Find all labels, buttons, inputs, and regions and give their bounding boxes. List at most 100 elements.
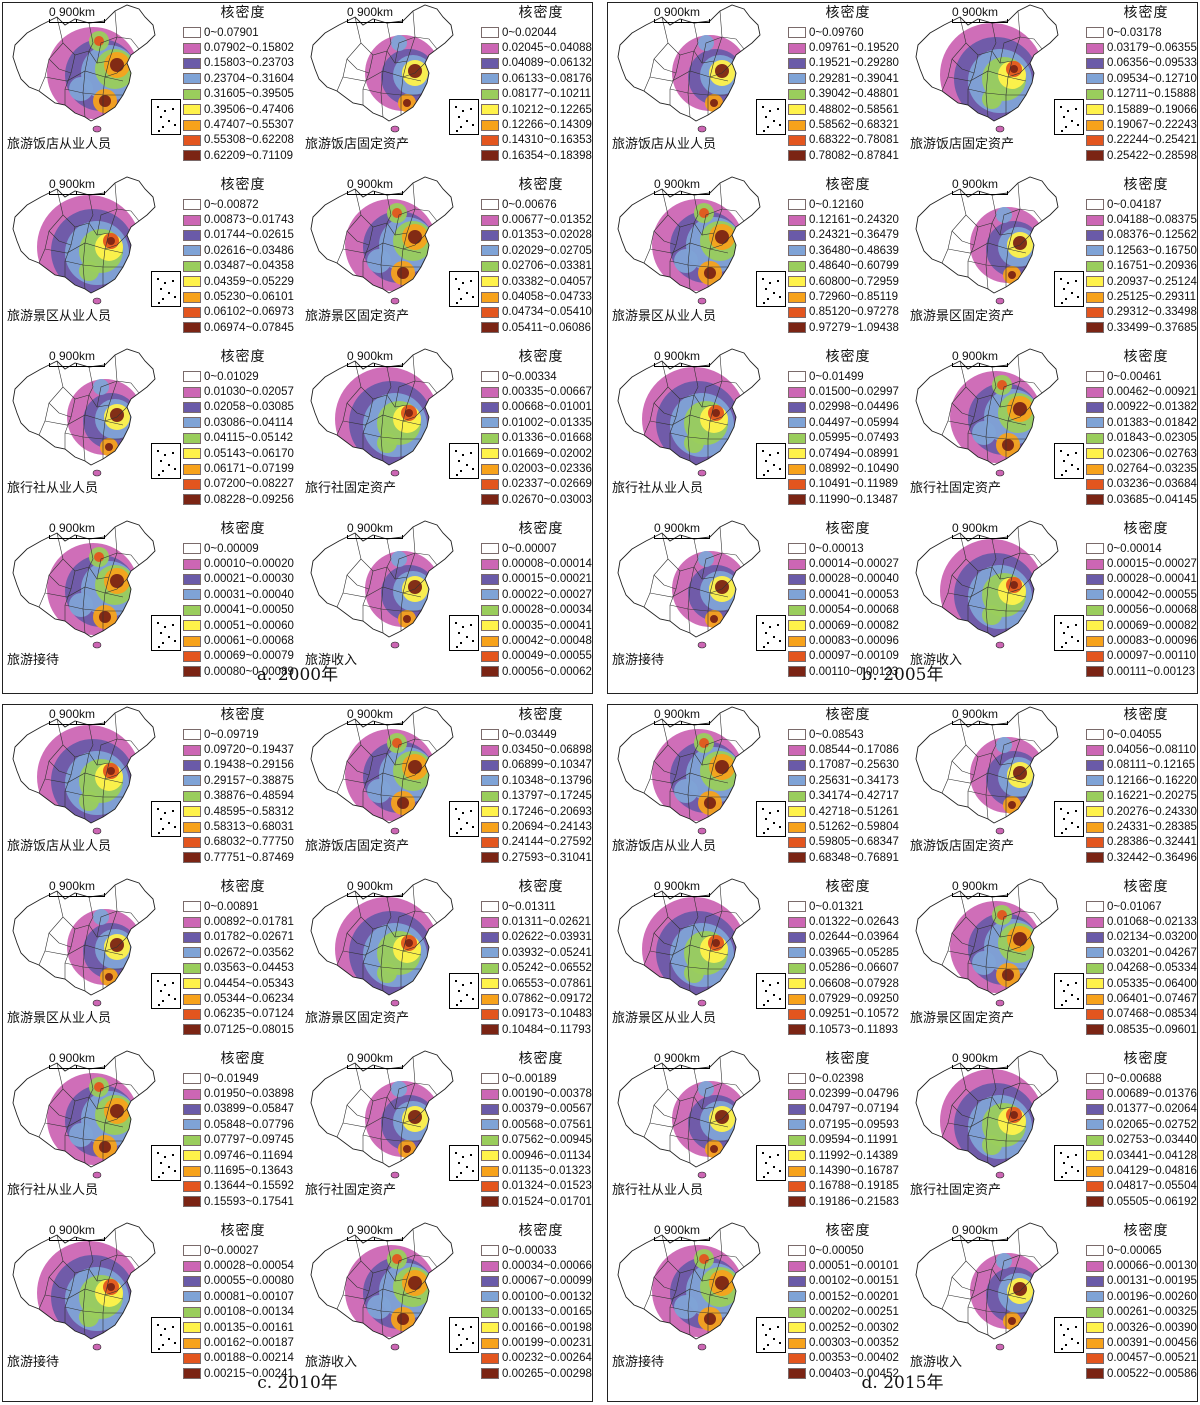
variable-label: 旅游接待 xyxy=(7,653,60,668)
legend-range: 0~0.02398 xyxy=(809,1072,864,1085)
south-china-sea-inset xyxy=(756,443,786,479)
scale-label: 0 900km xyxy=(347,879,394,893)
legend-swatch xyxy=(183,494,201,506)
legend-range: 0~0.00688 xyxy=(1107,1072,1162,1085)
density-map xyxy=(12,706,156,835)
legend-item: 0.39506~0.47406 xyxy=(183,102,303,117)
legend-range: 0.01068~0.02133 xyxy=(1107,916,1197,929)
legend-range: 0.00056~0.00062 xyxy=(502,665,592,678)
legend-range: 0.23704~0.31604 xyxy=(204,72,294,85)
legend-item: 0.03899~0.05847 xyxy=(183,1102,303,1117)
legend-item: 0.07902~0.15802 xyxy=(183,40,303,55)
legend-item: 0.97279~1.09438 xyxy=(788,320,908,335)
china-outline xyxy=(12,878,156,996)
legend-range: 0.48640~0.60799 xyxy=(809,260,899,273)
legend-range: 0.00135~0.00161 xyxy=(204,1321,294,1334)
density-hotspot xyxy=(408,1110,422,1124)
legend: 核密度 0~0.00050 0.00051~0.00101 0.00102~0.001… xyxy=(788,1221,908,1382)
legend-range: 0.34174~0.42717 xyxy=(809,790,899,803)
scale-bar xyxy=(49,1237,105,1241)
legend-range: 0.77751~0.87469 xyxy=(204,851,294,864)
map-cell: 0 900km 旅游景区从业人员 核密度 0~0.00891 0.00892~0.017… xyxy=(5,877,303,1045)
legend-range: 0.12166~0.16220 xyxy=(1107,774,1197,787)
density-map xyxy=(915,520,1059,649)
legend-item: 0.00265~0.00298 xyxy=(481,1366,601,1381)
legend-item: 0.00008~0.00014 xyxy=(481,556,601,571)
legend-item: 0.06974~0.07845 xyxy=(183,320,303,335)
legend-item: 0.04734~0.05410 xyxy=(481,305,601,320)
south-china-sea-inset xyxy=(1054,271,1084,307)
legend-range: 0.06553~0.07861 xyxy=(502,977,592,990)
legend-item: 0.04089~0.06132 xyxy=(481,56,601,71)
legend-swatch xyxy=(481,931,499,943)
panel-caption: d. 2015年 xyxy=(861,1373,944,1393)
legend-swatch xyxy=(183,1368,201,1380)
legend-item: 0.48640~0.60799 xyxy=(788,259,908,274)
china-outline xyxy=(617,348,761,466)
legend-range: 0.04268~0.05334 xyxy=(1107,962,1197,975)
legend-swatch xyxy=(1086,448,1104,460)
scale-bar xyxy=(347,535,403,539)
density-hotspot xyxy=(1013,766,1027,780)
legend-swatch xyxy=(788,916,806,928)
density-map xyxy=(310,4,454,133)
density-hotspot xyxy=(377,433,397,453)
legend-swatch xyxy=(788,931,806,943)
legend-range: 0~0.00189 xyxy=(502,1072,557,1085)
legend-range: 0.05335~0.06400 xyxy=(1107,977,1197,990)
density-map xyxy=(915,348,1059,477)
density-hotspot xyxy=(392,208,402,218)
density-hotspot xyxy=(704,1313,716,1325)
legend-range: 0.08111~0.12165 xyxy=(1107,759,1196,772)
scale-label: 0 900km xyxy=(49,177,96,191)
legend-range: 0.06608~0.07928 xyxy=(809,977,899,990)
legend-range: 0.02672~0.03562 xyxy=(204,946,294,959)
legend-item: 0.19067~0.22243 xyxy=(1086,117,1200,132)
legend-swatch xyxy=(481,1088,499,1100)
legend-range: 0.00166~0.00198 xyxy=(502,1321,592,1334)
legend-swatch xyxy=(481,635,499,647)
legend-title: 核密度 xyxy=(825,1051,871,1067)
legend-item: 0.00188~0.00214 xyxy=(183,1351,303,1366)
legend-range: 0.00055~0.00080 xyxy=(204,1275,294,1288)
legend-swatch xyxy=(481,104,499,116)
panel-caption: b. 2005年 xyxy=(861,665,944,685)
scale-bar xyxy=(49,893,105,897)
density-hotspot xyxy=(684,963,704,983)
legend-item: 0.24321~0.36479 xyxy=(788,228,908,243)
legend-range: 0.03965~0.05285 xyxy=(809,946,899,959)
south-china-sea-inset xyxy=(449,99,479,135)
legend-range: 0.00028~0.00034 xyxy=(502,604,592,617)
south-china-sea-inset xyxy=(151,271,181,307)
legend-item: 0.03932~0.05241 xyxy=(481,945,601,960)
legend-swatch xyxy=(1086,322,1104,334)
legend-swatch xyxy=(481,1180,499,1192)
legend-range: 0.14390~0.16787 xyxy=(809,1165,899,1178)
legend-item: 0.00054~0.00068 xyxy=(788,603,908,618)
density-hotspot xyxy=(1010,581,1018,589)
legend-range: 0.00031~0.00040 xyxy=(204,588,294,601)
legend-item: 0.00051~0.00101 xyxy=(788,1258,908,1273)
legend-item: 0.02672~0.03562 xyxy=(183,945,303,960)
legend-range: 0.42718~0.51261 xyxy=(809,805,899,818)
density-hotspot xyxy=(377,963,397,983)
china-outline xyxy=(12,348,156,466)
legend-range: 0.15593~0.17541 xyxy=(204,1195,294,1208)
density-map xyxy=(12,4,156,133)
legend-range: 0.01524~0.01701 xyxy=(502,1195,592,1208)
legend-range: 0.00131~0.00195 xyxy=(1107,1275,1197,1288)
legend-item: 0~0.00189 xyxy=(481,1071,601,1086)
legend-item: 0.06235~0.07124 xyxy=(183,1007,303,1022)
legend-swatch xyxy=(1086,1337,1104,1349)
legend-range: 0.00014~0.00027 xyxy=(809,558,899,571)
legend-swatch xyxy=(183,806,201,818)
legend-title: 核密度 xyxy=(825,707,871,723)
legend-item: 0.33499~0.37685 xyxy=(1086,320,1200,335)
legend-item: 0.24144~0.27592 xyxy=(481,835,601,850)
legend-swatch xyxy=(788,759,806,771)
legend-title: 核密度 xyxy=(518,1051,564,1067)
legend-item: 0.01669~0.02002 xyxy=(481,446,601,461)
map-cell: 0 900km 旅行社从业人员 核密度 0~0.01029 0.01030~0.0205… xyxy=(5,347,303,515)
legend-swatch xyxy=(1086,1150,1104,1162)
legend-swatch xyxy=(183,1008,201,1020)
